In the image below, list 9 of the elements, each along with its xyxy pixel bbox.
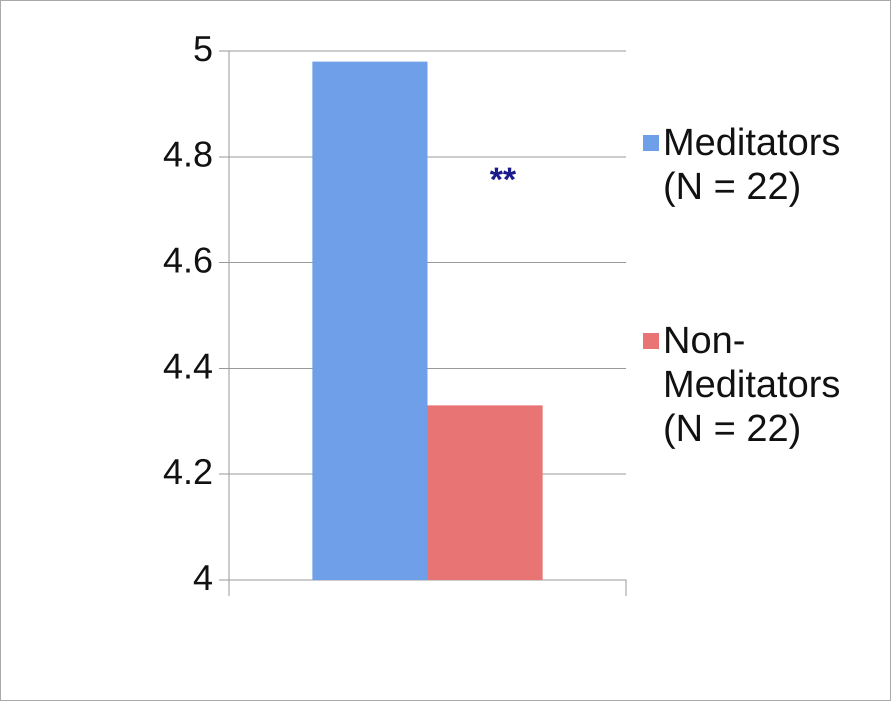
y-tick-label: 4.6 [162,240,213,281]
annotation: ** [490,161,517,199]
y-tick-label: 4.2 [162,451,213,492]
y-tick-label: 4.4 [162,345,213,386]
y-tick-label: 5 [192,28,213,69]
y-tick-label: 4.8 [162,134,213,175]
legend-label: Meditators (N = 22) [663,122,840,208]
y-tick-label: 4 [192,556,213,598]
legend-label: Non-Meditators (N = 22) [663,320,840,450]
